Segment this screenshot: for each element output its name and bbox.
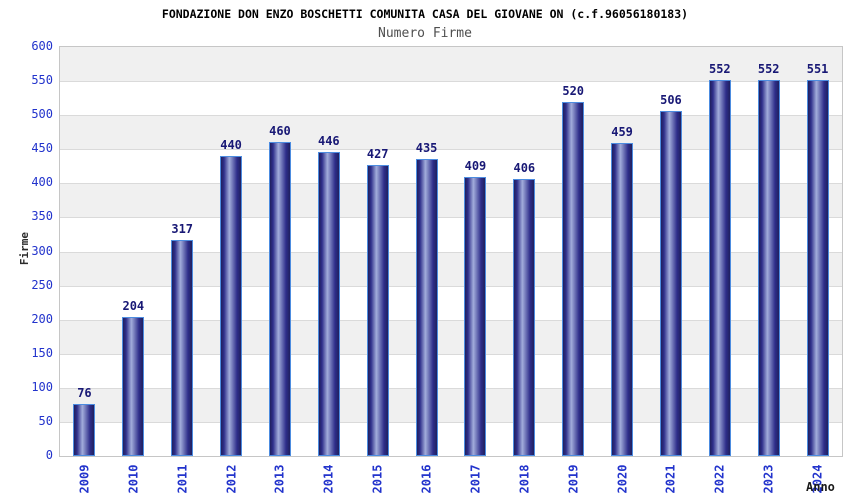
bar-value-label: 435: [415, 141, 438, 156]
gridline: [60, 421, 842, 423]
x-tick-label-text: 2021: [663, 464, 678, 494]
bar: [611, 143, 634, 456]
bar-value-label: 204: [122, 298, 145, 313]
bar-value-label: 459: [611, 125, 633, 140]
x-tick-label: 2011: [162, 459, 202, 499]
bar-value-label: 427: [366, 146, 389, 161]
bar: [366, 164, 389, 456]
bar: [464, 177, 487, 456]
x-tick-label-text: 2022: [712, 464, 727, 494]
x-tick-label-text: 2013: [272, 464, 287, 494]
plot-layers: 76 204 317 440 460 446 427 435 409 406 520 459 506 55…: [60, 47, 842, 457]
gridline: [60, 319, 842, 321]
gridline: [60, 217, 842, 219]
gridline: [60, 251, 842, 253]
y-tick-label: 350: [31, 209, 53, 224]
y-tick-label: 0: [45, 448, 53, 462]
bar: [513, 179, 536, 456]
bar-value-label: 76: [77, 386, 92, 401]
bar: [708, 79, 731, 456]
bar-value-label: 506: [660, 93, 682, 108]
bar: [317, 151, 340, 456]
x-tick-label: 2018: [504, 459, 544, 499]
y-tick-label: 150: [31, 345, 53, 360]
y-tick-label: 450: [31, 141, 53, 156]
x-tick-label: 2010: [113, 459, 153, 499]
bar: [171, 239, 194, 456]
x-tick-label-text: 2012: [224, 464, 239, 494]
y-tick-label: 300: [31, 243, 53, 258]
x-tick-label-text: 2010: [126, 464, 141, 494]
y-tick-label: 200: [31, 311, 53, 326]
gridline: [60, 353, 842, 355]
bar-value-label: 446: [317, 133, 340, 148]
x-tick-label: 2022: [700, 459, 740, 499]
x-tick-label: 2020: [602, 459, 642, 499]
x-tick-label: 2021: [651, 459, 691, 499]
bar: [757, 79, 780, 456]
x-tick-label: 2017: [455, 459, 495, 499]
x-tick-label: 2013: [260, 459, 300, 499]
x-tick-label-text: 2023: [761, 464, 776, 494]
x-tick-label-text: 2017: [468, 464, 483, 494]
bar-value-label: 440: [220, 138, 242, 153]
bar-value-label: 460: [269, 124, 291, 139]
plot-area: 76 204 317 440 460 446 427 435 409 406 520 459 506 55…: [59, 46, 843, 457]
gridline: [60, 115, 842, 117]
gridline: [60, 387, 842, 389]
bar-value-label: 552: [757, 61, 780, 76]
x-tick-label-text: 2011: [175, 464, 190, 494]
y-tick-label: 250: [31, 277, 53, 292]
bar-value-label: 317: [171, 221, 194, 236]
bar: [73, 404, 96, 456]
bar-value-label: 409: [464, 159, 487, 174]
bar-value-label: 520: [562, 83, 585, 98]
x-tick-label: 2019: [553, 459, 593, 499]
y-axis-title: Firme: [6, 228, 44, 268]
bar: [220, 156, 243, 456]
x-tick-label-text: 2020: [615, 464, 630, 494]
x-tick-label-text: 2016: [419, 464, 434, 494]
x-tick-label-text: 2019: [566, 464, 581, 494]
bar: [415, 159, 438, 456]
gridline: [60, 81, 842, 83]
y-tick-label: 100: [31, 379, 53, 394]
x-axis-title: Anno: [806, 480, 835, 494]
y-tick-label: 550: [31, 73, 53, 88]
bar: [806, 80, 829, 456]
bar: [122, 316, 145, 456]
y-tick-label: 500: [31, 107, 53, 122]
bar: [659, 111, 682, 456]
x-tick-label: 2016: [407, 459, 447, 499]
gridline: [60, 183, 842, 185]
y-axis-title-text: Firme: [18, 231, 32, 265]
y-tick-label: 400: [31, 175, 53, 190]
x-tick-label: 2023: [749, 459, 789, 499]
gridline: [60, 149, 842, 151]
x-tick-label-text: 2009: [77, 464, 92, 494]
y-tick-label: 600: [31, 39, 53, 53]
x-tick-label: 2015: [358, 459, 398, 499]
y-tick-label: 50: [38, 413, 53, 428]
bar: [562, 101, 585, 456]
x-tick-label: 2009: [64, 459, 104, 499]
bar-value-label: 551: [806, 62, 829, 77]
x-tick-label-text: 2015: [370, 464, 385, 494]
x-tick-label: 2014: [309, 459, 349, 499]
x-tick-label: 2012: [211, 459, 251, 499]
chart-subtitle: Numero Firme: [378, 26, 472, 41]
x-tick-label-text: 2014: [321, 464, 336, 494]
bar: [268, 142, 291, 456]
bar-value-label: 552: [708, 61, 731, 76]
plot-band: [60, 47, 842, 82]
x-tick-label-text: 2018: [517, 464, 532, 494]
chart-title: FONDAZIONE DON ENZO BOSCHETTI COMUNITA C…: [161, 7, 689, 21]
bar-value-label: 406: [513, 161, 536, 176]
gridline: [60, 285, 842, 287]
